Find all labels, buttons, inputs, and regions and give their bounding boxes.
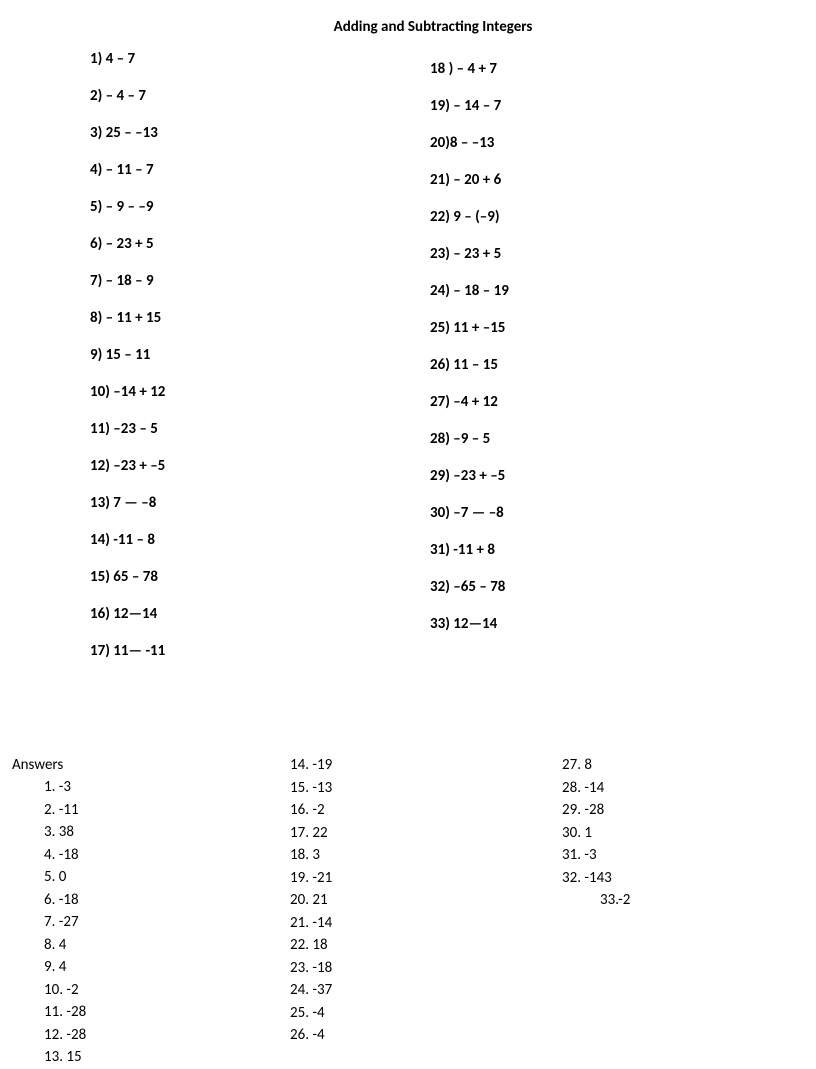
problem-item: 3) 25 – –13 — [90, 123, 430, 144]
answer-item: 13. 15 — [44, 1046, 282, 1069]
problem-item: 28) –9 – 5 — [430, 429, 750, 450]
answers-columns: 1. -3 2. -11 3. 38 4. -18 5. 0 6. -18 7.… — [12, 776, 804, 1069]
answer-item: 6. -18 — [44, 889, 282, 912]
problem-item: 4) – 11 – 7 — [90, 160, 430, 181]
answer-item: 5. 0 — [44, 866, 282, 889]
answer-item: 28. -14 — [562, 777, 762, 800]
problem-item: 31) -11 + 8 — [430, 540, 750, 561]
answer-item: 30. 1 — [562, 822, 762, 845]
problem-item: 5) – 9 – –9 — [90, 197, 430, 218]
problem-item: 25) 11 + –15 — [430, 318, 750, 339]
answer-item: 32. -143 — [562, 867, 762, 890]
answer-item: 33.-2 — [562, 889, 762, 912]
answer-item: 18. 3 — [290, 844, 562, 867]
problem-item: 8) – 11 + 15 — [90, 308, 430, 329]
problem-item: 13) 7 — –8 — [90, 493, 430, 514]
problems-container: 1) 4 – 7 2) – 4 – 7 3) 25 – –13 4) – 11 … — [0, 44, 816, 678]
answer-item: 14. -19 — [290, 754, 562, 777]
page-title: Adding and Subtracting Integers — [0, 0, 816, 44]
problem-item: 17) 11— -11 — [90, 641, 430, 662]
answer-item: 31. -3 — [562, 844, 762, 867]
answers-col-1: 1. -3 2. -11 3. 38 4. -18 5. 0 6. -18 7.… — [12, 776, 282, 1069]
answers-section: Answers 1. -3 2. -11 3. 38 4. -18 5. 0 6… — [12, 756, 804, 1069]
answer-item: 24. -37 — [290, 979, 562, 1002]
problem-item: 6) – 23 + 5 — [90, 234, 430, 255]
answer-item: 11. -28 — [44, 1001, 282, 1024]
answer-item: 23. -18 — [290, 957, 562, 980]
answer-item: 16. -2 — [290, 799, 562, 822]
answer-item: 17. 22 — [290, 822, 562, 845]
problem-item: 22) 9 – (–9) — [430, 207, 750, 228]
answer-item: 2. -11 — [44, 799, 282, 822]
problem-item: 33) 12—14 — [430, 614, 750, 635]
problem-item: 30) –7 — –8 — [430, 503, 750, 524]
answer-item: 27. 8 — [562, 754, 762, 777]
answer-item: 1. -3 — [44, 776, 282, 799]
problem-item: 1) 4 – 7 — [90, 49, 430, 70]
answer-item: 20. 21 — [290, 889, 562, 912]
answer-item: 25. -4 — [290, 1002, 562, 1025]
problem-item: 2) – 4 – 7 — [90, 86, 430, 107]
answer-item: 15. -13 — [290, 777, 562, 800]
answer-item: 10. -2 — [44, 979, 282, 1002]
problem-item: 19) – 14 – 7 — [430, 96, 750, 117]
problems-left-column: 1) 4 – 7 2) – 4 – 7 3) 25 – –13 4) – 11 … — [90, 49, 430, 678]
problem-item: 11) –23 – 5 — [90, 419, 430, 440]
problem-item: 24) – 18 – 19 — [430, 281, 750, 302]
problem-item: 27) –4 + 12 — [430, 392, 750, 413]
answer-item: 21. -14 — [290, 912, 562, 935]
problem-item: 12) –23 + –5 — [90, 456, 430, 477]
answers-col-3: 27. 8 28. -14 29. -28 30. 1 31. -3 32. -… — [562, 754, 762, 1069]
problem-item: 15) 65 – 78 — [90, 567, 430, 588]
answer-item: 22. 18 — [290, 934, 562, 957]
problem-item: 21) – 20 + 6 — [430, 170, 750, 191]
answer-item: 26. -4 — [290, 1024, 562, 1047]
answer-item: 4. -18 — [44, 844, 282, 867]
answer-item: 7. -27 — [44, 911, 282, 934]
problem-item: 18 ) – 4 + 7 — [430, 59, 750, 80]
problem-item: 26) 11 – 15 — [430, 355, 750, 376]
problem-item: 14) -11 – 8 — [90, 530, 430, 551]
problems-right-column: 18 ) – 4 + 7 19) – 14 – 7 20)8 – –13 21)… — [430, 49, 750, 678]
problem-item: 29) –23 + –5 — [430, 466, 750, 487]
problem-item: 7) – 18 – 9 — [90, 271, 430, 292]
answer-item: 12. -28 — [44, 1024, 282, 1047]
answer-item: 3. 38 — [44, 821, 282, 844]
problem-item: 20)8 – –13 — [430, 133, 750, 154]
answer-item: 29. -28 — [562, 799, 762, 822]
answer-item: 9. 4 — [44, 956, 282, 979]
answers-col-2: 14. -19 15. -13 16. -2 17. 22 18. 3 19. … — [282, 754, 562, 1069]
problem-item: 23) – 23 + 5 — [430, 244, 750, 265]
answer-item: 8. 4 — [44, 934, 282, 957]
problem-item: 32) –65 – 78 — [430, 577, 750, 598]
answer-item: 19. -21 — [290, 867, 562, 890]
problem-item: 9) 15 – 11 — [90, 345, 430, 366]
problem-item: 16) 12—14 — [90, 604, 430, 625]
problem-item: 10) –14 + 12 — [90, 382, 430, 403]
